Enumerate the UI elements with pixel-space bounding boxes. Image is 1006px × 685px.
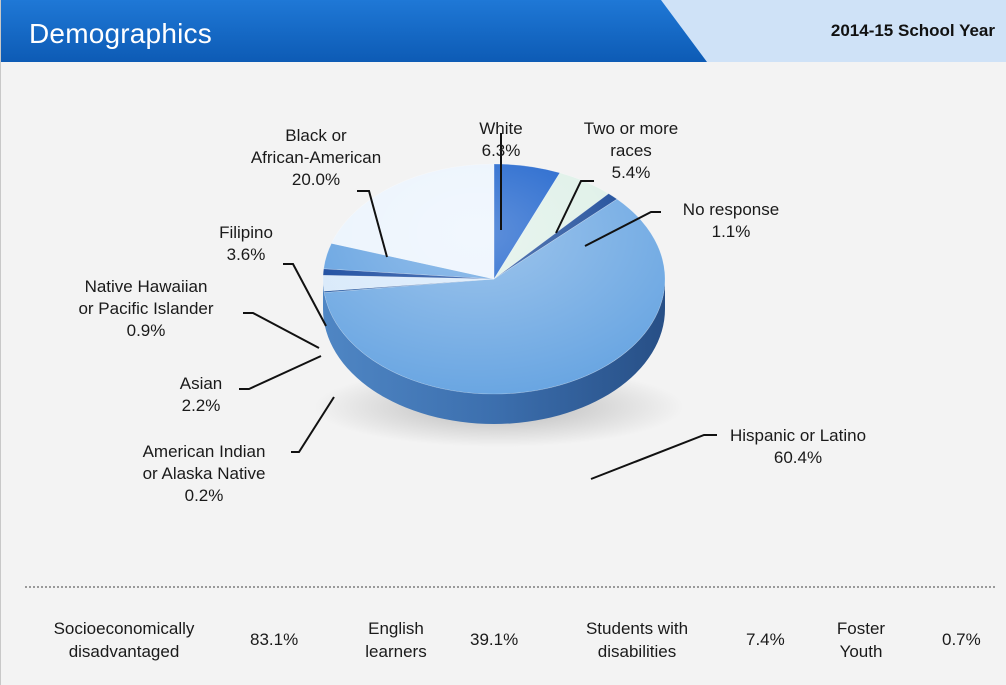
- label-american-indian: American Indian or Alaska Native 0.2%: [142, 442, 266, 505]
- stat-label-english-learners: English learners: [365, 619, 427, 661]
- stat-value-english-learners: 39.1%: [470, 630, 519, 649]
- pie-rim: [323, 279, 665, 424]
- leader-asian: [239, 355, 322, 390]
- panel-header: Demographics 2014-15 School Year: [1, 0, 1006, 62]
- leader-black: [357, 190, 388, 258]
- label-native-hawaiian: Native Hawaiian or Pacific Islander 0.9%: [78, 277, 214, 340]
- stat-label-socioeconomic: Socioeconomically disadvantaged: [53, 619, 195, 661]
- section-divider: [25, 586, 995, 588]
- stat-label-foster-youth: Foster Youth: [836, 619, 886, 661]
- header-title-tab: [1, 0, 707, 62]
- leader-no-response: [584, 211, 661, 247]
- leader-american-indian: [291, 396, 335, 453]
- label-hispanic: Hispanic or Latino 60.4%: [729, 426, 867, 467]
- leader-filipino: [283, 263, 327, 327]
- leader-native-hawaiian: [243, 312, 320, 349]
- school-year: 2014-15 School Year: [830, 21, 995, 40]
- pie-side: [323, 279, 665, 424]
- stat-value-socioeconomic: 83.1%: [250, 630, 299, 649]
- leader-hispanic: [590, 434, 717, 480]
- stat-value-foster-youth: 0.7%: [942, 630, 981, 649]
- pie-top: [322, 163, 666, 395]
- page-title: Demographics: [29, 18, 212, 49]
- pie-gloss: [323, 164, 665, 394]
- label-no-response: No response 1.1%: [682, 200, 780, 241]
- header-band: [1, 0, 1006, 62]
- label-white: White 6.3%: [479, 119, 523, 160]
- leader-two-or-more: [555, 180, 594, 234]
- label-filipino: Filipino 3.6%: [219, 223, 273, 264]
- pie-chart: [239, 133, 717, 480]
- label-black: Black or African-American 20.0%: [250, 126, 382, 189]
- label-two-or-more: Two or more races 5.4%: [583, 119, 679, 182]
- stat-value-disabilities: 7.4%: [746, 630, 785, 649]
- stat-label-disabilities: Students with disabilities: [585, 619, 689, 661]
- label-asian: Asian 2.2%: [179, 374, 223, 415]
- leader-lines: [239, 133, 717, 480]
